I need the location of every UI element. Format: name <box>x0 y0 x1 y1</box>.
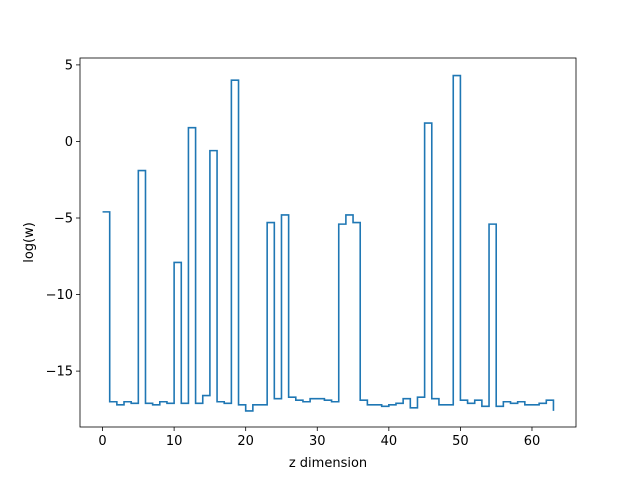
y-tick-label: −15 <box>46 365 73 380</box>
x-tick-label: 0 <box>98 434 106 449</box>
x-tick-label: 20 <box>237 434 254 449</box>
x-tick-label: 60 <box>524 434 541 449</box>
y-tick-label: 0 <box>65 135 73 150</box>
y-tick-label: 5 <box>65 58 73 73</box>
x-tick-label: 50 <box>452 434 469 449</box>
x-axis-label: z dimension <box>289 456 367 471</box>
y-tick-label: −10 <box>46 288 73 303</box>
x-tick-label: 40 <box>381 434 398 449</box>
y-tick-label: −5 <box>54 212 73 227</box>
y-axis-label: log(w) <box>22 222 37 263</box>
x-tick-label: 30 <box>309 434 326 449</box>
x-tick-label: 10 <box>166 434 183 449</box>
